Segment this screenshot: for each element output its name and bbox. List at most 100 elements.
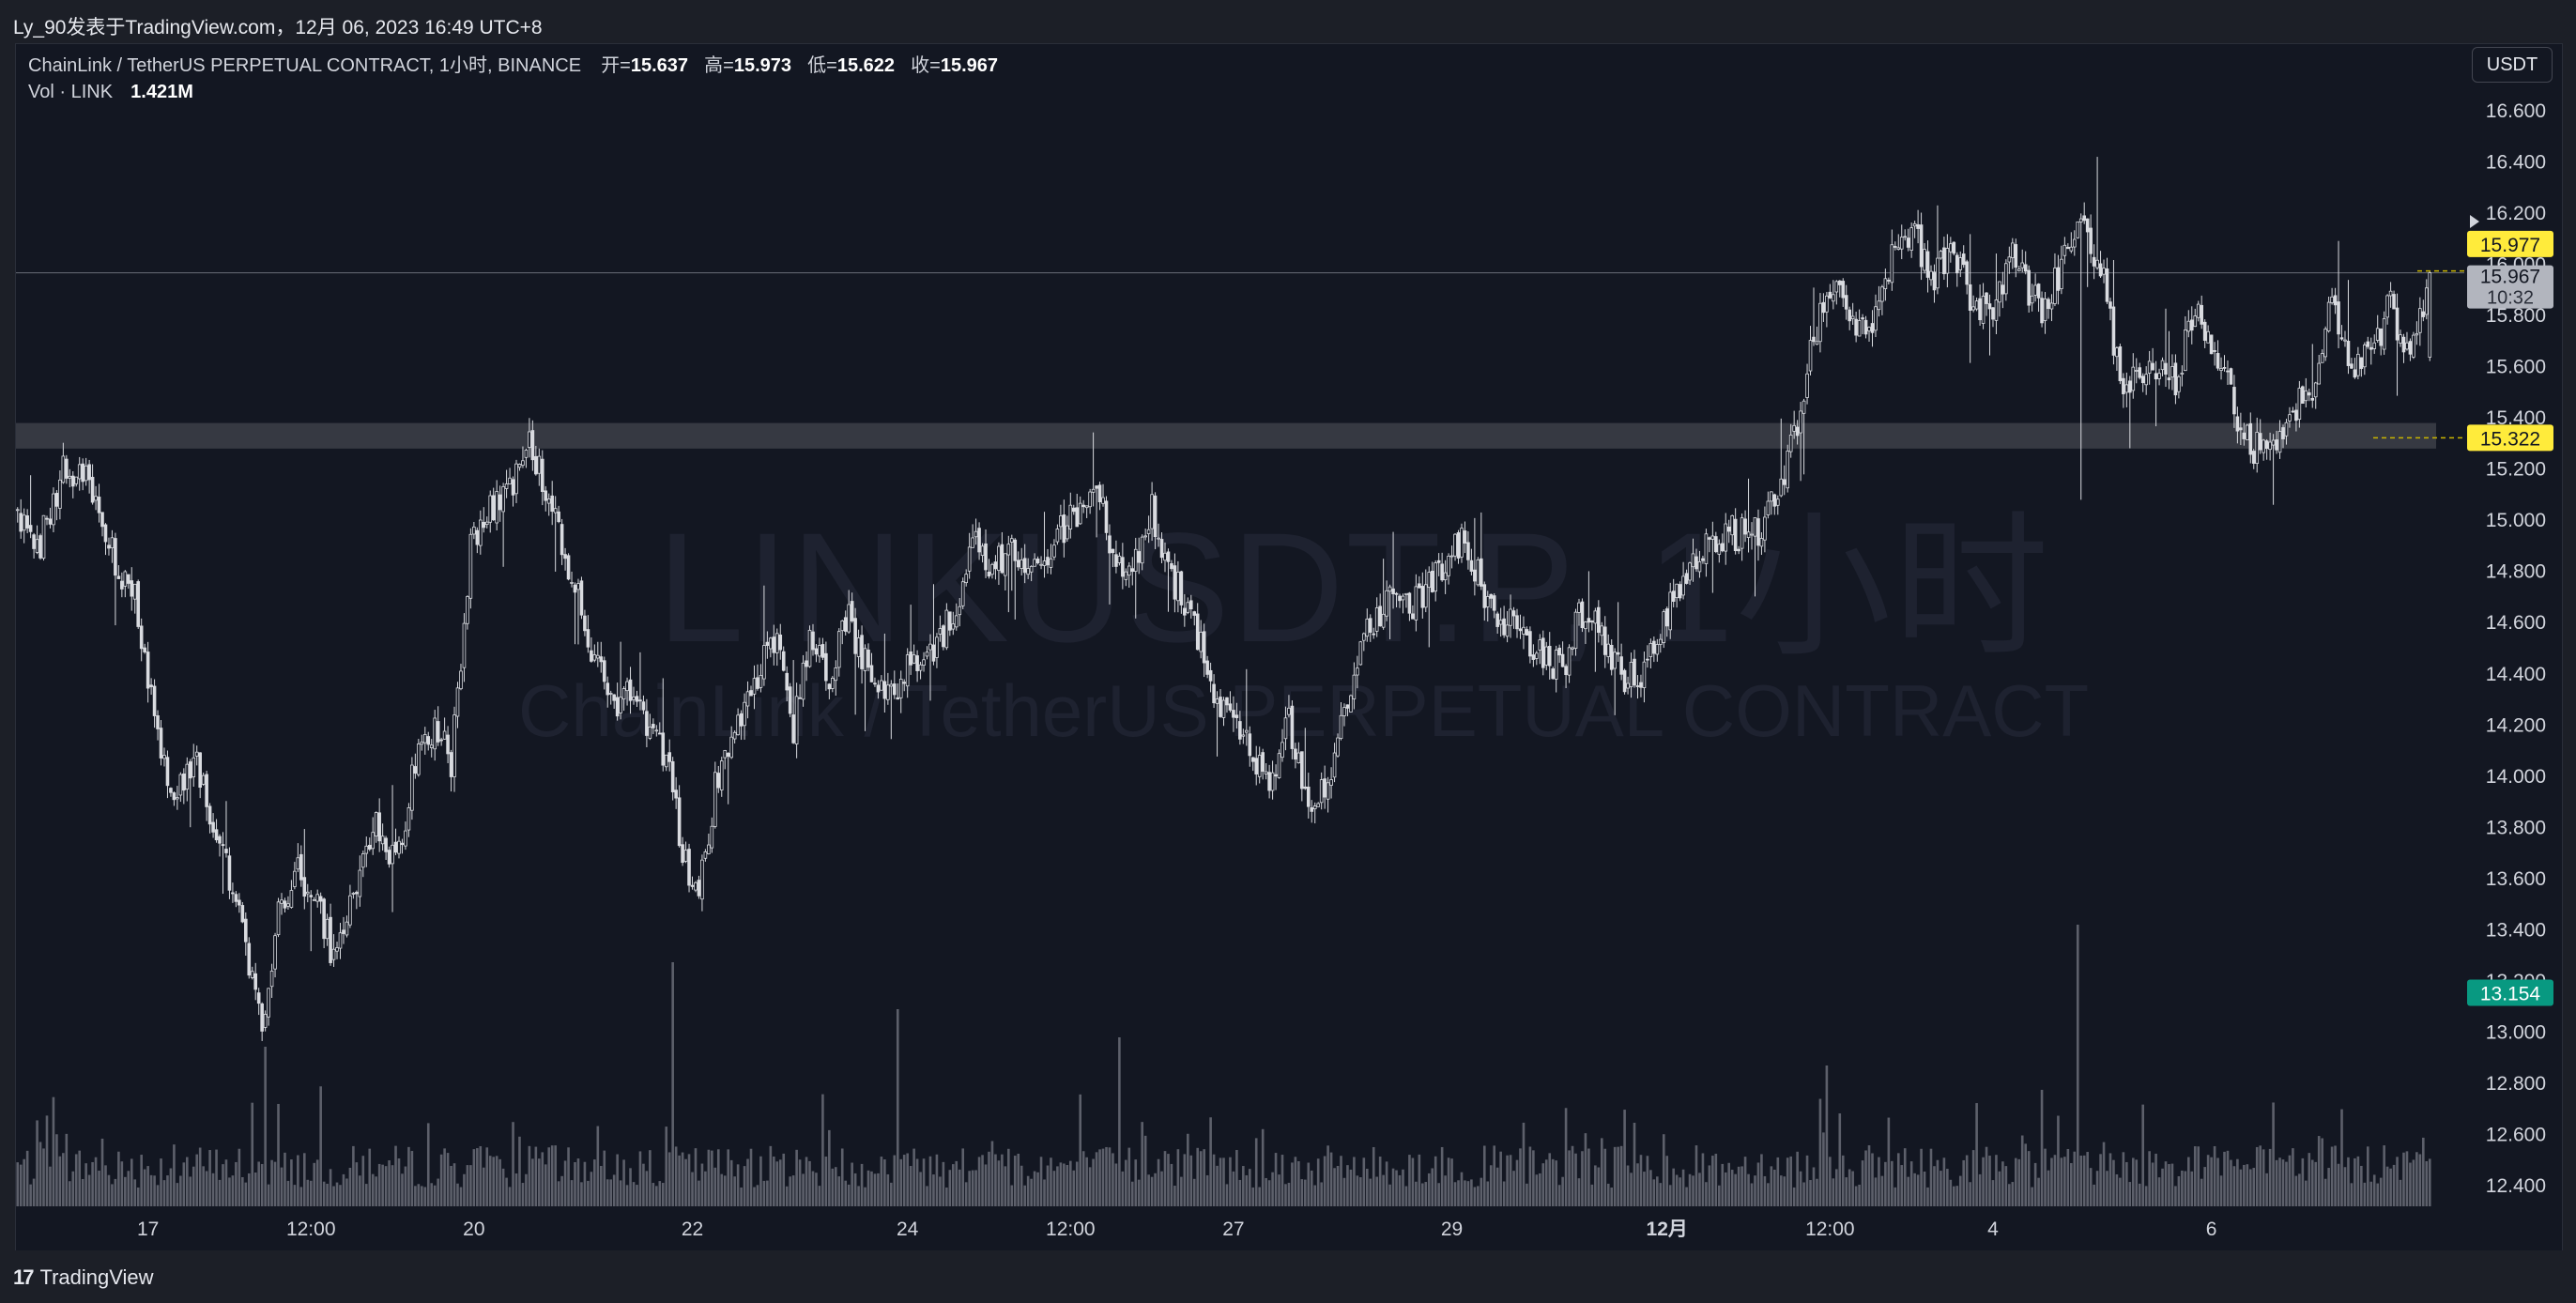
volume-bar (1727, 1162, 1731, 1206)
candle-body (1511, 610, 1516, 617)
candle-body (2014, 244, 2018, 268)
candle-body (2092, 256, 2096, 267)
candle-body (661, 732, 666, 766)
candle-body (2264, 440, 2269, 450)
volume-bar (906, 1153, 909, 1206)
candle-body (1294, 748, 1297, 760)
candle-body (2291, 410, 2295, 413)
volume-bar (1903, 1148, 1907, 1206)
volume-bar (215, 1149, 218, 1206)
candle-body (2421, 311, 2426, 317)
volume-bar (2334, 1145, 2337, 1206)
candle-body (942, 625, 945, 648)
candle-body (2209, 334, 2214, 355)
volume-bar (319, 1086, 322, 1206)
symbol-title[interactable]: ChainLink / TetherUS PERPETUAL CONTRACT,… (28, 55, 582, 76)
volume-bar (596, 1126, 600, 1206)
candle-body (1232, 710, 1235, 718)
volume-bar (1848, 1169, 1851, 1206)
candle-body (247, 943, 252, 976)
candle-body (2102, 268, 2106, 275)
candle-body (25, 515, 29, 529)
candle-body (1929, 270, 1933, 281)
candle-body (260, 1003, 264, 1032)
candle-body (87, 464, 91, 481)
candle-body (1538, 639, 1542, 651)
price-label-green[interactable]: 13.154 (2467, 979, 2553, 1006)
candle-body (1551, 668, 1556, 680)
candle-body (1157, 537, 1160, 540)
price-label-yellow[interactable]: 15.977 (2467, 230, 2553, 257)
candle-body (491, 495, 496, 521)
volume-bar (1541, 1163, 1545, 1206)
volume-bar (1747, 1173, 1750, 1206)
volume-bar (1623, 1110, 1626, 1206)
candle-body (348, 895, 352, 926)
high-label: 高= (704, 55, 734, 76)
candle-body (1525, 629, 1529, 636)
volume-bar (2008, 1184, 2011, 1206)
candle-body (805, 660, 808, 667)
candle-body (2418, 308, 2422, 333)
candle-body (2288, 414, 2292, 422)
candle-body (2255, 432, 2260, 465)
volume-bar (665, 1127, 668, 1206)
candle-body (621, 688, 626, 700)
price-label-yellow[interactable]: 15.322 (2467, 424, 2553, 452)
candle-body (391, 844, 394, 865)
chart-pane[interactable] (15, 43, 2563, 1252)
candle-body (1316, 803, 1320, 807)
candle-body (1936, 257, 1940, 289)
volume-bar (36, 1120, 38, 1206)
candle-body (743, 701, 746, 727)
candle-body (1476, 560, 1480, 586)
candle-body (2193, 315, 2198, 328)
volume-bar (2310, 1159, 2314, 1206)
candle-body (1205, 660, 1209, 675)
volume-bar (2093, 1184, 2095, 1206)
volume-bar (2405, 1151, 2409, 1206)
candle-body (974, 530, 978, 538)
volume-bar (1646, 1156, 1649, 1206)
volume-bar (984, 1164, 988, 1206)
candle-body (2164, 362, 2168, 376)
volume-bar (1088, 1167, 1092, 1206)
time-tick-label: 4 (1987, 1219, 1999, 1240)
volume-label[interactable]: Vol · LINK (28, 82, 114, 102)
currency-button[interactable]: USDT (2472, 47, 2553, 83)
volume-bar (1098, 1149, 1101, 1206)
volume-bar (2366, 1146, 2369, 1206)
volume-bar (1108, 1147, 1112, 1206)
candle-body (984, 543, 988, 571)
candle-body (759, 675, 763, 688)
volume-bar (2350, 1183, 2354, 1206)
volume-bar (1297, 1161, 1300, 1206)
volume-bar (1382, 1174, 1385, 1206)
candle-body (1052, 544, 1056, 558)
candle-body (752, 678, 757, 695)
volume-bar (23, 1158, 25, 1206)
candle-body (987, 571, 991, 577)
volume-bar (700, 1163, 704, 1206)
volume-bar (114, 1178, 117, 1206)
candle-body (169, 788, 173, 793)
candle-body (58, 479, 62, 509)
candle-body (2115, 347, 2119, 358)
volume-bar (2216, 1157, 2219, 1206)
volume-bar (636, 1185, 638, 1206)
volume-bar (1030, 1178, 1033, 1206)
volume-bar (264, 1047, 267, 1206)
candle-body (781, 651, 786, 671)
tradingview-logo[interactable]: 17 TradingView (13, 1265, 154, 1290)
candles (15, 157, 2432, 1041)
volume-bar (1767, 1183, 1770, 1206)
volume-bar (100, 1138, 104, 1206)
candle-body (912, 654, 916, 664)
volume-bar (19, 1164, 23, 1206)
volume-bar (1026, 1175, 1030, 1206)
candle-body (1312, 805, 1317, 809)
volume-bar (1822, 1132, 1825, 1206)
candle-body (694, 881, 698, 891)
